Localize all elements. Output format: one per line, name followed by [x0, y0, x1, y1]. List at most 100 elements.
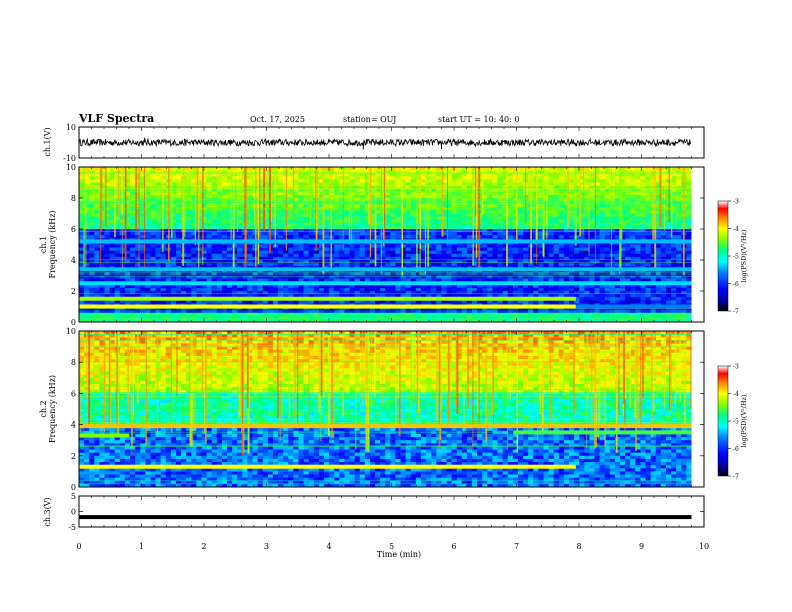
- spectrogram-bin: [339, 167, 345, 171]
- spectrogram-bin: [109, 194, 116, 199]
- spectrogram-bin: [308, 247, 315, 252]
- spectrogram-bin: [400, 244, 407, 248]
- spectrogram-bin: [303, 247, 310, 252]
- spectrogram-bin: [104, 191, 111, 196]
- spectrogram-bin: [385, 170, 391, 174]
- spectrogram-bin: [395, 216, 401, 221]
- spectrogram-bin: [181, 275, 187, 279]
- spectrogram-bin: [487, 235, 493, 239]
- spectrogram-bin: [461, 294, 468, 298]
- spectrogram-bin: [380, 191, 386, 196]
- spectrogram-bin: [150, 287, 156, 292]
- spectrogram-bin: [130, 194, 136, 199]
- spectrogram-bin: [94, 260, 100, 264]
- spectrogram-bin: [517, 188, 524, 193]
- spectrogram-bin: [436, 235, 442, 239]
- spectrogram-bin: [502, 244, 509, 248]
- spectrogram-bin: [170, 204, 177, 208]
- spectrogram-bin: [150, 284, 156, 289]
- spectrogram-bin: [232, 210, 238, 214]
- spectrogram-bin: [227, 235, 233, 239]
- spectrogram-bin: [135, 173, 141, 177]
- spectrogram-bin: [84, 294, 90, 298]
- spectrogram-bin: [145, 247, 151, 252]
- spectrogram-bin: [186, 256, 192, 261]
- spectrogram-bin: [145, 182, 151, 186]
- spectrogram-bin: [553, 219, 560, 224]
- spectrogram-bin: [502, 213, 509, 217]
- spectrogram-bin: [298, 284, 304, 289]
- spectrogram-bin: [517, 309, 524, 314]
- spectrogram-bin: [385, 256, 391, 261]
- spectrogram-bin: [405, 210, 412, 214]
- spectrogram-bin: [431, 204, 437, 208]
- spectrogram-bin: [375, 210, 381, 214]
- spectrogram-bin: [390, 291, 396, 295]
- spectrogram-bin: [334, 207, 340, 211]
- spectrogram-bin: [553, 232, 560, 236]
- spectrogram-bin: [124, 216, 131, 221]
- spectrogram-bin: [548, 216, 555, 221]
- spectrogram-bin: [477, 318, 483, 323]
- spectrogram-bin: [492, 256, 498, 261]
- spectrogram-bin: [548, 222, 555, 227]
- spectrogram-bin: [385, 213, 391, 217]
- spectrogram-bin: [385, 225, 391, 230]
- spectrogram-bin: [334, 173, 340, 177]
- spectrogram-bin: [334, 291, 340, 295]
- spectrogram-bin: [155, 191, 162, 196]
- spectrogram-bin: [339, 232, 345, 236]
- spectrogram-bin: [405, 244, 412, 248]
- spectrogram-bin: [247, 309, 253, 314]
- spectrogram-bin: [344, 278, 350, 283]
- spectrogram-bin: [538, 207, 544, 211]
- spectrogram-bin: [410, 318, 417, 323]
- spectrogram-bin: [517, 250, 524, 255]
- spectrogram-bin: [227, 207, 233, 211]
- spectrogram-bin: [446, 216, 452, 221]
- spectrogram-bin: [569, 176, 575, 180]
- spectrogram-bin: [318, 194, 325, 199]
- spectrogram-bin: [507, 219, 514, 224]
- spectrogram-bin: [298, 210, 304, 214]
- spectrogram-bin: [145, 294, 151, 298]
- spectrogram-bin: [140, 213, 146, 217]
- spectrogram-bin: [262, 318, 269, 323]
- spectrogram-bin: [364, 222, 371, 227]
- spectrogram-bin: [497, 278, 504, 283]
- spectrogram-bin: [461, 284, 468, 289]
- spectrogram-bin: [558, 194, 565, 199]
- spectrogram-bin: [344, 188, 350, 193]
- spectrogram-bin: [354, 167, 361, 171]
- spectrogram-bin: [533, 300, 539, 304]
- spectrogram-bin: [252, 315, 259, 320]
- spectrogram-bin: [109, 173, 116, 177]
- spectrogram-bin: [441, 176, 447, 180]
- spectrogram-bin: [334, 232, 340, 236]
- spectrogram-bin: [456, 194, 463, 199]
- spectrogram-bin: [574, 219, 580, 224]
- spectrogram-bin: [257, 244, 264, 248]
- spectrogram-bin: [94, 309, 100, 314]
- spectrogram-bin: [364, 207, 371, 211]
- spectrogram-bin: [329, 275, 335, 279]
- spectrogram-bin: [543, 278, 549, 283]
- spectrogram-bin: [385, 229, 391, 233]
- spectrogram-bin: [354, 260, 361, 264]
- spectrogram-bin: [94, 167, 100, 171]
- spectrogram-bin: [283, 291, 289, 295]
- spectrogram-bin: [109, 213, 116, 217]
- spectrogram-bin: [262, 250, 269, 255]
- spectrogram-bin: [369, 256, 376, 261]
- spectrogram-bin: [232, 244, 238, 248]
- spectrogram-bin: [206, 194, 213, 199]
- spectrogram-bin: [262, 204, 269, 208]
- spectrogram-bin: [94, 263, 100, 267]
- spectrogram-bin: [574, 222, 580, 227]
- spectrogram-bin: [517, 179, 524, 183]
- spectrogram-bin: [420, 176, 427, 180]
- spectrogram-bin: [354, 194, 361, 199]
- spectrogram-bin: [170, 260, 177, 264]
- spectrogram-bin: [140, 219, 146, 224]
- spectrogram-bin: [466, 235, 473, 239]
